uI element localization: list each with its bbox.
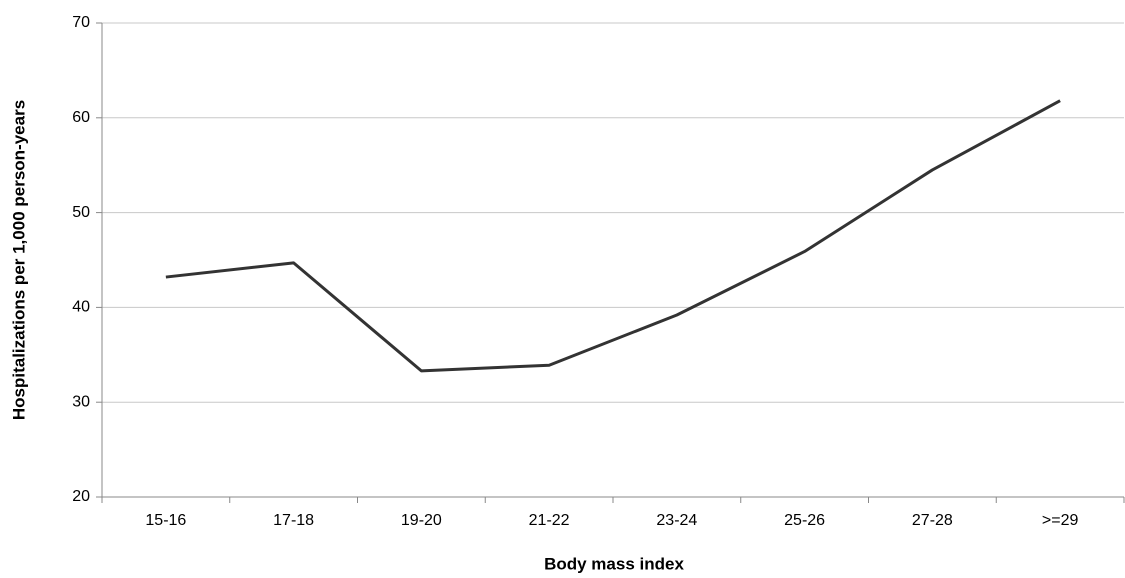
- x-tick-label: 27-28: [912, 512, 953, 529]
- x-tick-label: 15-16: [145, 512, 186, 529]
- y-tick-label: 70: [72, 14, 90, 31]
- x-tick-label: 23-24: [656, 512, 697, 529]
- x-tick-label: >=29: [1042, 512, 1079, 529]
- x-tick-label: 17-18: [273, 512, 314, 529]
- x-tick-label: 19-20: [401, 512, 442, 529]
- y-tick-label: 60: [72, 109, 90, 126]
- x-axis-title: Body mass index: [544, 554, 684, 573]
- y-tick-label: 30: [72, 393, 90, 410]
- y-tick-label: 40: [72, 299, 90, 316]
- data-line: [165, 99, 1061, 373]
- x-tick-label: 25-26: [784, 512, 825, 529]
- y-tick-label: 20: [72, 488, 90, 505]
- y-tick-label: 50: [72, 204, 90, 221]
- y-axis-title: Hospitalizations per 1,000 person-years: [9, 100, 28, 420]
- x-tick-label: 21-22: [529, 512, 570, 529]
